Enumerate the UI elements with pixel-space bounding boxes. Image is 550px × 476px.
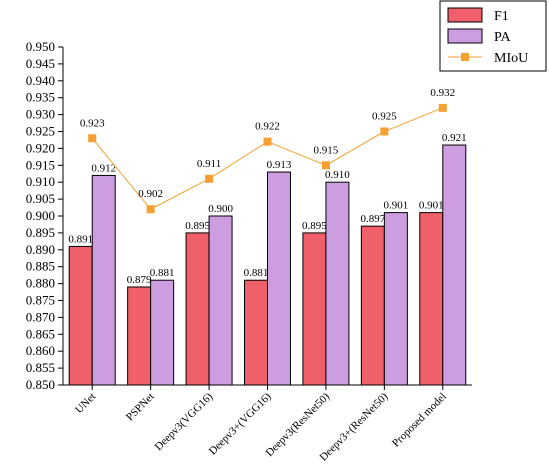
y-tick-label-1: 0.855 (26, 360, 55, 375)
data-label-miou-2: 0.911 (197, 158, 221, 170)
y-tick-label-9: 0.895 (26, 225, 55, 240)
data-label-pa-2: 0.900 (208, 203, 233, 215)
data-label-miou-0: 0.923 (80, 117, 105, 129)
y-tick-label-7: 0.885 (26, 259, 55, 274)
bar-f1-1 (127, 286, 152, 386)
bar-f1-0 (68, 245, 93, 386)
data-label-miou-4: 0.915 (314, 144, 339, 156)
bar-pa-6 (442, 144, 467, 386)
y-tick-label-3: 0.865 (26, 326, 55, 341)
legend-swatch-f1 (447, 7, 483, 23)
bar-pa-5 (383, 212, 408, 386)
y-tick-label-5: 0.875 (26, 293, 55, 308)
data-label-f1-1: 0.879 (127, 274, 152, 286)
y-tick-label-12: 0.910 (26, 174, 55, 189)
legend-label-pa: PA (494, 30, 512, 45)
marker-miou-2 (205, 174, 214, 183)
bar-f1-4 (302, 232, 327, 386)
legend-swatch-pa (447, 28, 483, 44)
bar-f1-5 (360, 225, 385, 386)
marker-miou-6 (438, 103, 447, 112)
data-label-miou-5: 0.925 (372, 111, 397, 123)
data-label-miou-3: 0.922 (255, 121, 280, 133)
data-label-pa-5: 0.901 (383, 200, 408, 212)
data-label-f1-3: 0.881 (244, 267, 269, 279)
y-tick-label-11: 0.905 (26, 191, 55, 206)
data-label-pa-0: 0.912 (91, 162, 116, 174)
marker-miou-4 (321, 161, 330, 170)
y-tick-label-19: 0.945 (26, 56, 55, 71)
bar-pa-3 (267, 171, 291, 386)
data-label-f1-2: 0.895 (185, 220, 210, 232)
y-tick-label-2: 0.860 (26, 343, 55, 358)
x-tick-label-0: UNet (73, 391, 98, 416)
legend-marker-miou (461, 53, 469, 61)
marker-miou-0 (88, 134, 97, 143)
plot-area: 0.8910.8790.8950.8810.8950.8970.9010.912… (26, 0, 547, 464)
data-label-miou-6: 0.932 (430, 87, 455, 99)
bar-f1-2 (185, 232, 210, 386)
x-tick-label-2: Deepv3(VGG16) (153, 390, 216, 453)
x-tick-label-4: Deepv3(ResNet50) (264, 390, 333, 459)
x-tick-label-3: Deepv3+(VGG16) (207, 390, 274, 457)
bar-pa-4 (325, 181, 350, 386)
y-tick-label-16: 0.930 (26, 107, 55, 122)
y-tick-label-8: 0.890 (26, 242, 55, 257)
legend-label-f1: F1 (494, 9, 509, 24)
data-label-pa-6: 0.921 (442, 132, 467, 144)
y-tick-label-18: 0.940 (26, 73, 55, 88)
y-tick-label-4: 0.870 (26, 309, 55, 324)
y-tick-label-20: 0.950 (26, 39, 55, 54)
data-label-f1-6: 0.901 (419, 200, 444, 212)
y-tick-label-13: 0.915 (26, 157, 55, 172)
y-tick-label-15: 0.925 (26, 124, 55, 139)
bar-f1-6 (419, 212, 444, 386)
data-label-f1-4: 0.895 (302, 220, 327, 232)
bar-f1-3 (244, 279, 268, 386)
data-label-pa-3: 0.913 (267, 159, 292, 171)
marker-miou-3 (263, 137, 272, 146)
bar-pa-1 (150, 279, 175, 386)
y-tick-label-6: 0.880 (26, 276, 55, 291)
marker-miou-1 (146, 205, 155, 214)
bar-pa-0 (91, 174, 116, 386)
data-label-pa-1: 0.881 (150, 267, 175, 279)
data-label-miou-1: 0.902 (138, 188, 163, 200)
bar-pa-2 (208, 215, 233, 386)
data-label-f1-5: 0.897 (360, 213, 385, 225)
y-tick-label-10: 0.900 (26, 208, 55, 223)
y-tick-label-0: 0.850 (26, 377, 55, 392)
x-tick-label-1: PSPNet (124, 391, 157, 424)
y-tick-label-14: 0.920 (26, 140, 55, 155)
legend-label-miou: MIoU (494, 51, 528, 66)
x-tick-label-6: Proposed model (390, 391, 449, 450)
data-label-pa-4: 0.910 (325, 169, 350, 181)
marker-miou-5 (380, 127, 389, 136)
data-label-f1-0: 0.891 (68, 233, 93, 245)
y-tick-label-17: 0.935 (26, 90, 55, 105)
